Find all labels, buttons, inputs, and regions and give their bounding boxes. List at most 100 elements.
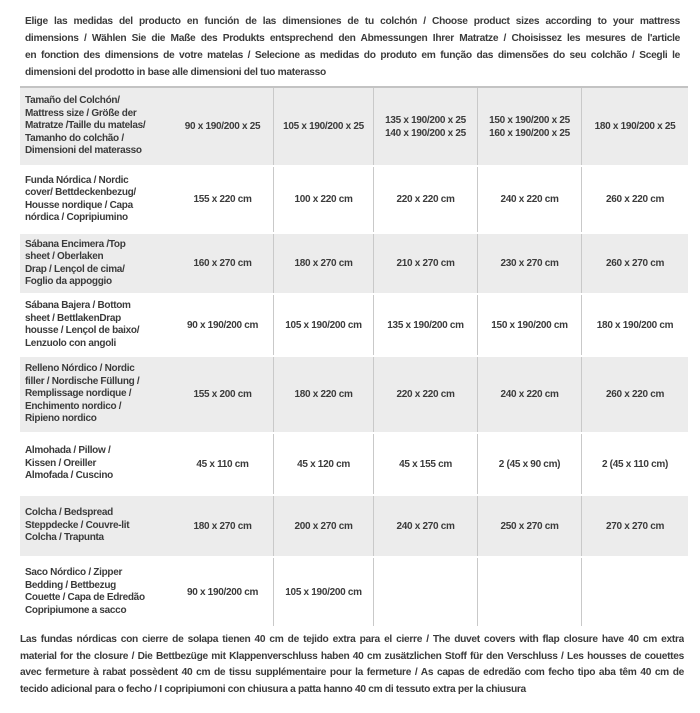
- size-value-line: 90 x 190/200 x 25: [184, 121, 261, 132]
- size-value-line: 140 x 190/200 x 25: [385, 127, 466, 139]
- size-value: 180 x 190/200 cm: [581, 295, 688, 355]
- size-value-line: 90 x 190/200 cm: [186, 586, 259, 598]
- product-label-line: sheet / Oberlaken: [25, 251, 104, 262]
- size-value-line: 45 x 110 cm: [196, 458, 249, 470]
- size-value: 220 x 220 cm: [373, 357, 477, 432]
- product-label-line: Tamanho do colchão /: [25, 132, 124, 144]
- size-value: 90 x 190/200 cm: [172, 295, 273, 355]
- header-text: Elige las medidas del producto en funció…: [25, 13, 680, 81]
- table-row: Funda Nórdica / Nordic cover/ Bettdeckenb…: [20, 167, 688, 234]
- size-value-line: 105 x 190/200 cm: [285, 319, 362, 331]
- product-label-line: Matratze /Taille du matelas/: [25, 120, 146, 132]
- product-label-line: Housse nordique / Capa: [25, 199, 133, 211]
- size-value: [477, 558, 581, 626]
- product-label-line: Relleno Nórdico / Nordic: [25, 363, 135, 375]
- product-label-line: Sábana Encimera /Top: [25, 238, 126, 250]
- text-line: tecido adicional para o fecho / I coprip…: [20, 683, 526, 695]
- text-line: material for the closure / Die Bettbezüg…: [20, 650, 684, 662]
- size-value-line: 45 x 120 cm: [297, 458, 350, 470]
- product-label-line: Drap / Lençol de cima/: [25, 263, 125, 275]
- product-label-line: Lenzuolo con angoli: [25, 337, 116, 349]
- size-value: 200 x 270 cm: [273, 496, 373, 556]
- text-line: dimensioni del prodotto in base alle dim…: [25, 67, 326, 78]
- size-table: Tamaño del Colchón/Mattress size / Größe…: [20, 86, 688, 626]
- size-value-line: 240 x 220 cm: [500, 389, 559, 400]
- size-value: [373, 558, 477, 626]
- size-value: 2 (45 x 110 cm): [581, 434, 688, 494]
- product-label-line: Ripieno nordico: [25, 413, 97, 425]
- text-line: avec fermeture à rabat possèdent 40 cm d…: [20, 667, 684, 678]
- product-label-line: filler / Nordische Füllung /: [25, 375, 140, 387]
- product-label-line: housse / Lençol de baixo/: [25, 325, 140, 336]
- size-value-line: 135 x 190/200 x 25: [385, 114, 466, 126]
- product-label-line: Saco Nórdico / Zipper: [25, 567, 123, 578]
- table-row: Sábana Encimera /Top sheet / Oberlaken Dra…: [20, 234, 688, 295]
- product-label: Saco Nórdico / Zipper Bedding / Bettbezug…: [20, 558, 172, 626]
- product-label-line: Tamaño del Colchón/: [25, 95, 120, 107]
- size-value: 270 x 270 cm: [581, 496, 688, 556]
- text-line: Las fundas nórdicas con cierre de solapa…: [20, 634, 684, 645]
- table-row: Saco Nórdico / Zipper Bedding / Bettbezug…: [20, 558, 688, 626]
- table-row: Tamaño del Colchón/Mattress size / Größe…: [20, 88, 688, 167]
- size-value: 260 x 220 cm: [581, 357, 688, 432]
- size-value-line: 100 x 220 cm: [294, 194, 353, 205]
- size-value-line: 155 x 220 cm: [193, 194, 252, 205]
- product-label-line: Almohada / Pillow /: [25, 445, 111, 457]
- text-line: Elige las medidas del producto en funció…: [25, 16, 680, 27]
- size-guide: Elige las medidas del producto en funció…: [0, 13, 700, 698]
- size-value: 2 (45 x 90 cm): [477, 434, 581, 494]
- product-label-line: Bedding / Bettbezug: [25, 579, 116, 591]
- product-label: Almohada / Pillow / Kissen / Oreiller Almo…: [20, 434, 172, 494]
- size-value: 150 x 190/200 x 25 160 x 190/200 x 25: [477, 88, 581, 165]
- product-label-line: Enchimento nordico /: [25, 400, 122, 412]
- size-value-line: 180 x 190/200 cm: [596, 319, 674, 331]
- size-value: 90 x 190/200 cm: [172, 558, 273, 626]
- size-value-line: 200 x 270 cm: [294, 520, 353, 532]
- product-label-line: Remplissage nordique /: [25, 388, 132, 400]
- product-label: Sábana Encimera /Top sheet / Oberlaken Dra…: [20, 234, 172, 293]
- product-label-line: Funda Nórdica / Nordic: [25, 174, 129, 186]
- size-value: 90 x 190/200 x 25: [172, 88, 273, 165]
- size-value: 160 x 270 cm: [172, 234, 273, 293]
- size-value-line: 180 x 270 cm: [294, 258, 353, 269]
- size-value-line: 270 x 270 cm: [605, 520, 665, 532]
- size-value-line: 105 x 190/200 cm: [285, 586, 362, 598]
- size-value-line: 180 x 270 cm: [193, 520, 252, 532]
- size-value: 155 x 220 cm: [172, 167, 273, 232]
- product-label-line: Kissen / Oreiller: [25, 457, 97, 469]
- size-value-line: 250 x 270 cm: [500, 520, 559, 532]
- size-value: 155 x 200 cm: [172, 357, 273, 432]
- size-value: 210 x 270 cm: [373, 234, 477, 293]
- size-value-line: 45 x 155 cm: [399, 458, 452, 470]
- size-value-line: 155 x 200 cm: [193, 389, 252, 400]
- size-value-line: 260 x 220 cm: [605, 389, 665, 400]
- size-value-line: 180 x 220 cm: [294, 389, 353, 400]
- size-value-line: 240 x 270 cm: [396, 520, 455, 532]
- size-value: 260 x 220 cm: [581, 167, 688, 232]
- size-value: 250 x 270 cm: [477, 496, 581, 556]
- table-row: Colcha / Bedspread Steppdecke / Couvre-li…: [20, 496, 688, 558]
- product-label: Relleno Nórdico / Nordic filler / Nordisc…: [20, 357, 172, 432]
- size-value: 240 x 220 cm: [477, 357, 581, 432]
- size-value: 100 x 220 cm: [273, 167, 373, 232]
- size-value: 45 x 110 cm: [172, 434, 273, 494]
- product-label-line: Steppdecke / Couvre-lit: [25, 519, 130, 531]
- product-label-line: Almofada / Cuscino: [25, 470, 113, 482]
- product-label: Colcha / Bedspread Steppdecke / Couvre-li…: [20, 496, 172, 556]
- product-label-line: cover/ Bettdeckenbezug/: [25, 187, 136, 198]
- size-value: 135 x 190/200 cm: [373, 295, 477, 355]
- product-label: Funda Nórdica / Nordic cover/ Bettdeckenb…: [20, 167, 172, 232]
- size-value-line: 150 x 190/200 cm: [491, 319, 568, 331]
- size-value: 105 x 190/200 cm: [273, 295, 373, 355]
- size-value: 240 x 270 cm: [373, 496, 477, 556]
- size-value: 180 x 190/200 x 25: [581, 88, 688, 165]
- size-value-line: 150 x 190/200 x 25: [489, 114, 570, 126]
- product-label-line: Mattress size / Größe der: [25, 107, 137, 119]
- size-value-line: 2 (45 x 110 cm): [601, 458, 669, 470]
- product-label-line: Dimensioni del materasso: [25, 145, 142, 157]
- size-value: [581, 558, 688, 626]
- table-row: Almohada / Pillow / Kissen / Oreiller Almo…: [20, 434, 688, 496]
- size-value: 150 x 190/200 cm: [477, 295, 581, 355]
- size-value-line: 2 (45 x 90 cm): [498, 458, 561, 470]
- size-value: 180 x 220 cm: [273, 357, 373, 432]
